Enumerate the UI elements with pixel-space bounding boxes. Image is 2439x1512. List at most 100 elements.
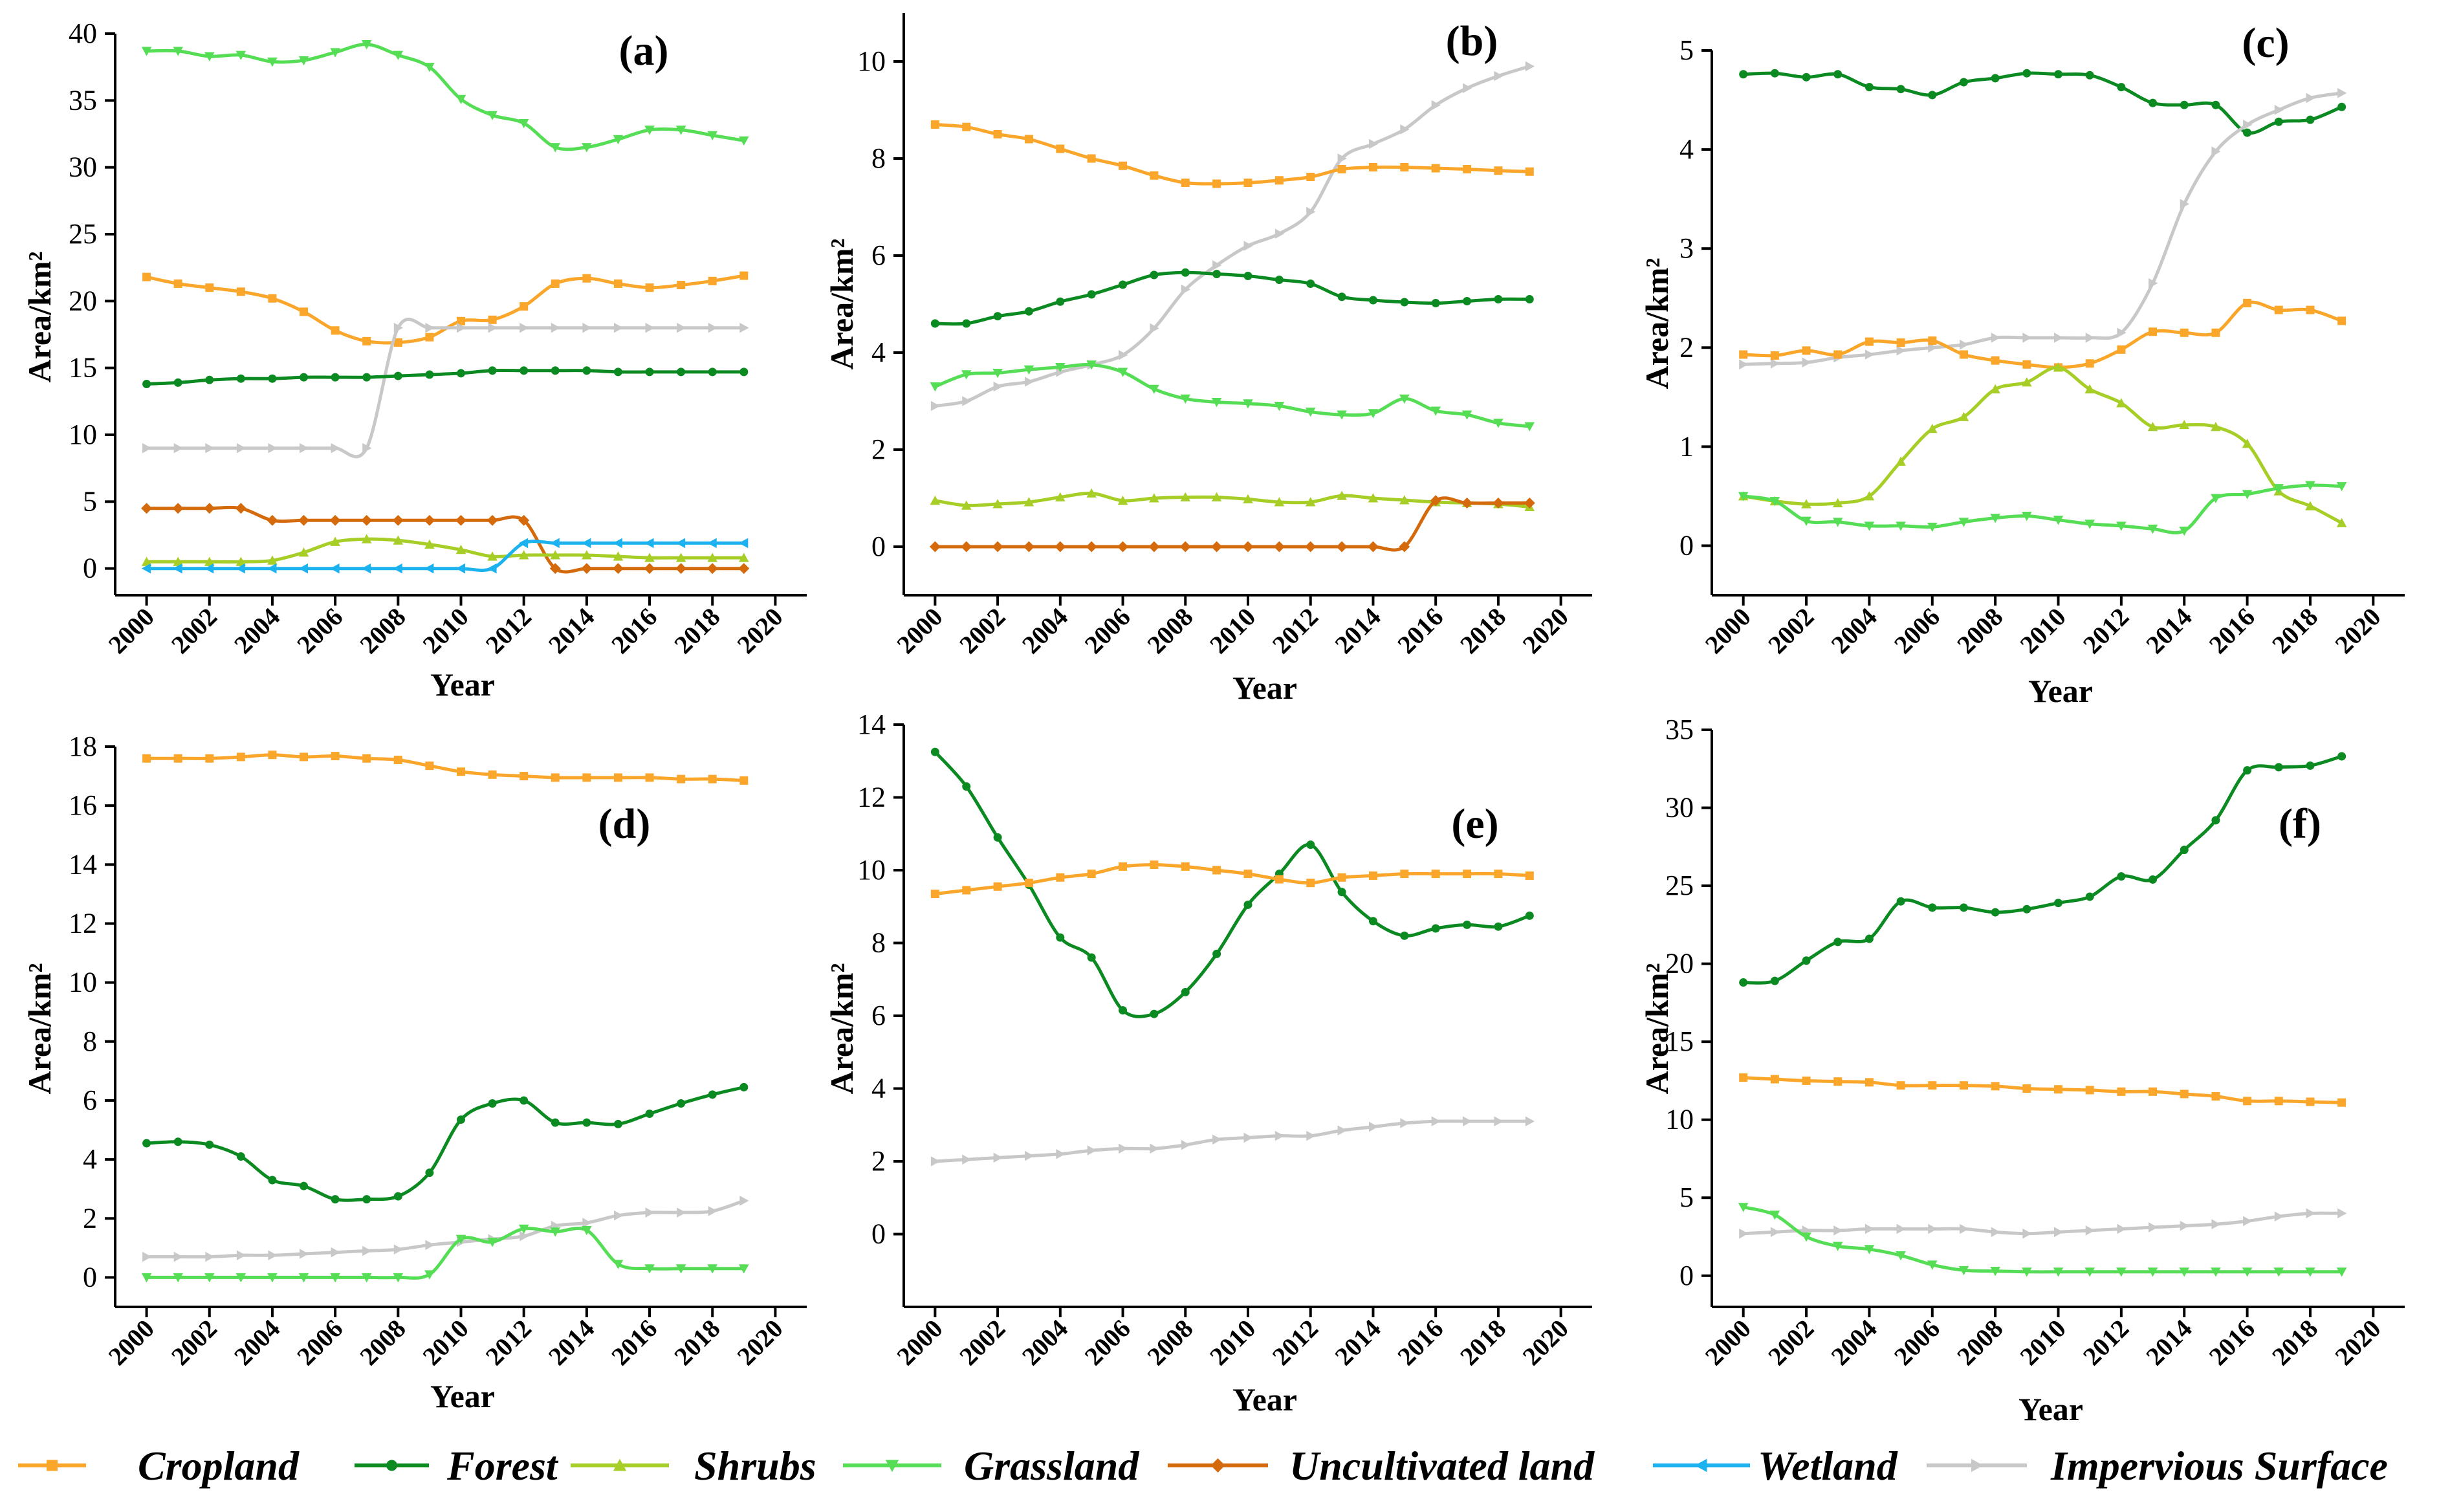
data-point — [1802, 956, 1811, 965]
data-point — [425, 1168, 434, 1178]
data-point — [268, 751, 277, 760]
data-point — [362, 1195, 371, 1204]
data-point — [268, 374, 277, 383]
data-point — [329, 514, 341, 526]
series-line-cropland — [146, 274, 745, 345]
data-point — [1833, 350, 1843, 359]
x-tick-label: 2006 — [1888, 602, 1945, 659]
y-tick-label: 25 — [1665, 870, 1694, 901]
x-tick-label: 2006 — [291, 1314, 348, 1371]
data-point — [1928, 91, 1937, 100]
y-tick-label: 0 — [1679, 529, 1694, 561]
data-point — [644, 563, 655, 575]
data-point — [1119, 1143, 1128, 1154]
data-point — [455, 514, 466, 526]
data-point — [142, 1251, 152, 1262]
data-point — [425, 322, 435, 333]
data-point — [613, 1119, 622, 1128]
series-impervious-surface — [142, 1196, 749, 1262]
data-point — [1990, 384, 2000, 394]
data-point — [2337, 752, 2346, 761]
series-line-grassland — [934, 363, 1530, 428]
data-point — [2336, 518, 2347, 527]
x-tick-label: 2010 — [417, 1314, 474, 1371]
x-tick-label: 2004 — [228, 602, 285, 659]
y-tick-label: 10 — [1665, 1104, 1694, 1135]
x-tick-label: 2012 — [480, 1314, 537, 1371]
data-point — [2054, 70, 2062, 79]
data-point — [1833, 937, 1843, 947]
series-cropland — [1739, 1073, 2346, 1107]
data-point — [1833, 70, 1843, 79]
series-uncultivated-land — [929, 495, 1535, 553]
data-point — [992, 541, 1003, 553]
panel-label: (f) — [2279, 800, 2321, 848]
x-tick-label: 2012 — [1267, 1314, 1324, 1371]
legend-label: Forest — [446, 1443, 559, 1489]
data-point — [1463, 920, 1472, 929]
legend: Cropland Forest Shrubs Grassland Uncultivate… — [18, 1443, 2388, 1489]
x-tick-label: 2014 — [543, 1314, 600, 1371]
y-tick-label: 2 — [871, 1145, 886, 1177]
data-point — [1181, 284, 1191, 295]
data-point — [1399, 495, 1410, 505]
x-tick-label: 2006 — [1888, 1314, 1945, 1371]
data-point — [2053, 516, 2064, 525]
x-tick-label: 2010 — [2014, 1314, 2071, 1371]
x-tick-label: 2002 — [166, 1314, 223, 1371]
data-point — [267, 563, 277, 574]
x-tick-label: 2020 — [2329, 1314, 2386, 1371]
data-point — [677, 774, 686, 783]
data-point — [645, 1207, 655, 1218]
data-point — [362, 336, 371, 345]
x-tick-label: 2018 — [2266, 1314, 2323, 1371]
data-point — [173, 1137, 182, 1146]
data-point — [205, 283, 214, 292]
data-point — [330, 48, 340, 58]
series-line-forest — [146, 368, 744, 386]
data-point — [2022, 360, 2031, 369]
data-point — [173, 47, 183, 56]
data-point — [2116, 1267, 2127, 1277]
series-line-impervious-surface — [1743, 1211, 2342, 1236]
series-grassland — [141, 40, 749, 153]
y-tick-label: 16 — [69, 789, 97, 821]
data-point — [518, 118, 529, 129]
x-tick-label: 2012 — [2077, 602, 2134, 659]
data-point — [930, 890, 939, 899]
panel-label: (a) — [619, 27, 669, 74]
data-point — [520, 1096, 529, 1105]
legend-marker — [386, 1460, 397, 1471]
data-point — [488, 366, 497, 375]
data-point — [393, 1273, 404, 1283]
data-point — [1958, 518, 1969, 527]
data-point — [172, 503, 184, 514]
data-point — [2179, 526, 2190, 536]
data-point — [961, 500, 972, 510]
y-tick-label: 10 — [69, 419, 97, 450]
data-point — [550, 143, 561, 153]
y-axis-title: Area/km² — [824, 963, 860, 1095]
data-point — [1802, 72, 1811, 82]
data-point — [1770, 976, 1779, 985]
x-axis-title: Year — [430, 666, 495, 703]
data-point — [487, 514, 498, 526]
data-point — [1525, 1116, 1535, 1126]
data-point — [1896, 345, 1906, 356]
data-point — [2117, 1223, 2127, 1234]
data-point — [1056, 873, 1065, 882]
data-point — [738, 563, 750, 575]
x-tick-label: 2020 — [731, 602, 788, 659]
data-point — [2085, 892, 2094, 901]
legend-item-cropland: Cropland — [18, 1443, 300, 1489]
data-point — [2306, 1208, 2315, 1219]
series-line-impervious-surface — [935, 1119, 1530, 1163]
data-point — [2084, 1267, 2095, 1277]
data-point — [707, 1264, 718, 1274]
data-point — [236, 1250, 246, 1261]
data-point — [2180, 1220, 2190, 1231]
data-point — [2243, 766, 2252, 775]
data-point — [142, 379, 151, 388]
data-point — [1087, 870, 1096, 879]
